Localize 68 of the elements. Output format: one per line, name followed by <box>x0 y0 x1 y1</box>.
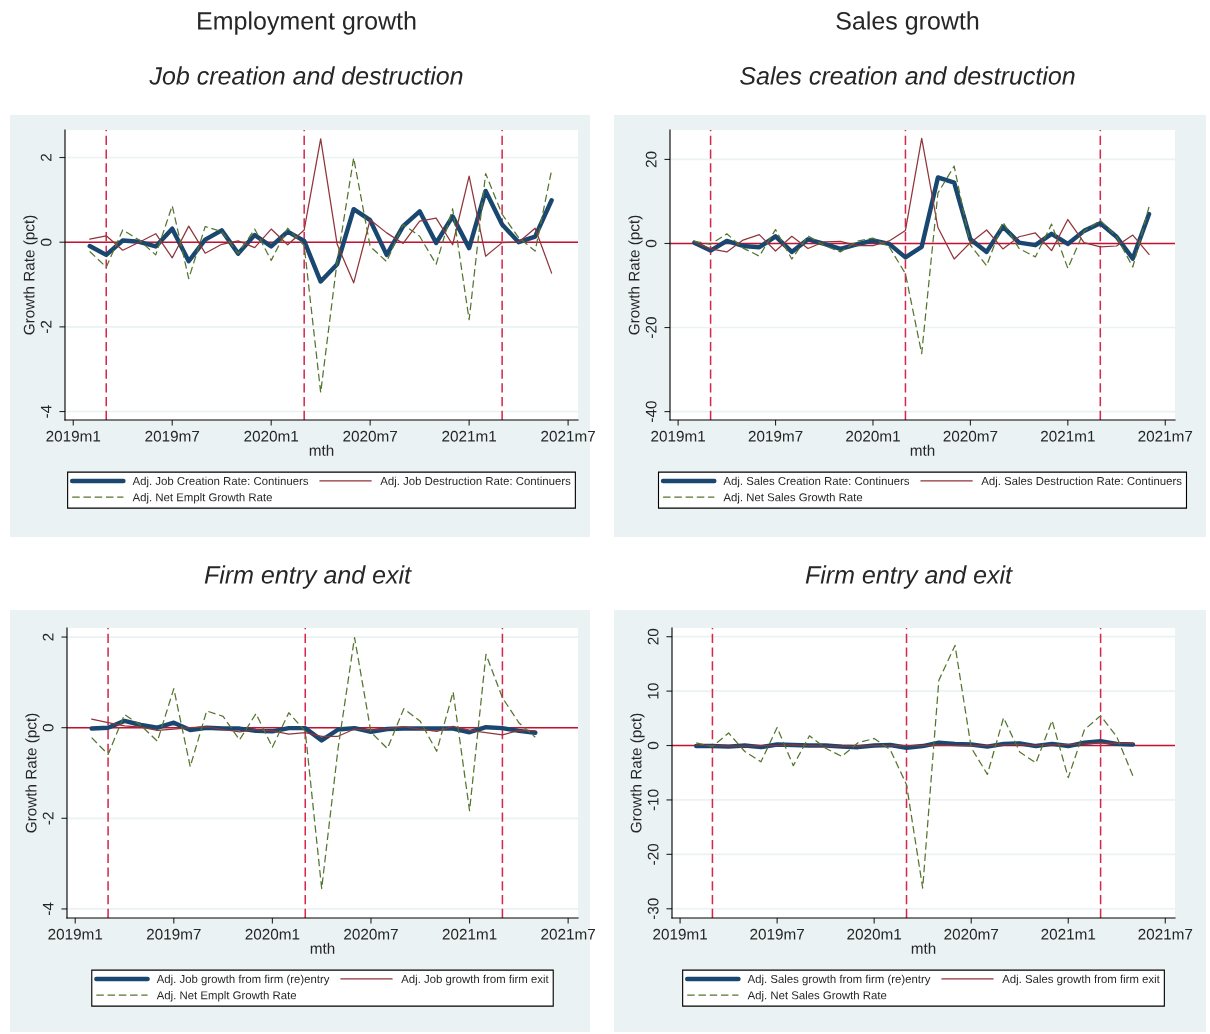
x-tick-label: 2020m1 <box>847 928 902 940</box>
y-tick-label: -2 <box>40 320 52 333</box>
x-tick-label: 2019m7 <box>750 928 804 940</box>
legend-label: Adj. Job growth from firm exit <box>401 974 549 986</box>
x-tick-label: 2019m1 <box>48 928 103 940</box>
y-tick-label: -4 <box>40 405 52 418</box>
x-tick-label: 2021m7 <box>541 928 595 940</box>
y-tick-label: 20 <box>647 628 659 645</box>
y-tick-label: -30 <box>647 898 659 920</box>
y-axis-title: Growth Rate (pct) <box>25 713 40 833</box>
y-tick-label: -4 <box>42 902 54 916</box>
x-tick-label: 2019m1 <box>651 430 705 442</box>
chart-title: Firm entry and exit <box>204 565 412 589</box>
legend-label: Adj. Job growth from firm (re)entry <box>156 974 330 986</box>
y-tick-label: -40 <box>645 401 657 422</box>
y-tick-label: 0 <box>42 724 54 732</box>
legend-label: Adj. Job Creation Rate: Continuers <box>132 476 309 488</box>
x-axis-title: mth <box>910 444 935 456</box>
y-axis-title: Growth Rate (pct) <box>628 215 643 335</box>
y-tick-label: 0 <box>40 238 52 246</box>
legend-label: Adj. Net Sales Growth Rate <box>747 990 887 1002</box>
legend-label: Adj. Job Destruction Rate: Continuers <box>380 476 571 488</box>
legend-label: Adj. Net Emplt Growth Rate <box>132 492 272 504</box>
legend-label: Adj. Sales Destruction Rate: Continuers <box>981 476 1182 488</box>
x-tick-label: 2020m7 <box>344 928 398 940</box>
x-tick-label: 2020m7 <box>944 928 999 940</box>
chart-title: Employment growth <box>198 11 416 35</box>
y-tick-label: -20 <box>647 843 659 865</box>
x-tick-label: 2021m7 <box>1138 928 1193 940</box>
legend-label: Adj. Sales Creation Rate: Continuers <box>723 476 910 488</box>
y-tick-label: 10 <box>647 683 659 699</box>
y-axis-title: Growth Rate (pct) <box>630 713 645 833</box>
legend-label: Adj. Net Sales Growth Rate <box>723 492 863 504</box>
x-tick-label: 2021m1 <box>442 430 496 442</box>
x-tick-label: 2019m1 <box>653 928 707 940</box>
x-tick-label: 2020m1 <box>244 430 299 442</box>
x-tick-label: 2020m1 <box>245 928 300 940</box>
x-tick-label: 2020m1 <box>846 430 900 442</box>
x-axis-title: mth <box>911 942 936 954</box>
x-tick-label: 2021m7 <box>1138 430 1193 442</box>
y-tick-label: 0 <box>645 239 657 248</box>
x-tick-label: 2019m7 <box>146 928 201 940</box>
y-tick-label: -20 <box>645 317 657 338</box>
y-tick-label: 2 <box>40 154 52 161</box>
x-axis-title: mth <box>309 444 334 456</box>
x-tick-label: 2019m7 <box>748 430 803 442</box>
chart-title: Sales growth <box>836 11 979 35</box>
y-tick-label: 20 <box>645 151 657 168</box>
x-tick-label: 2021m1 <box>1041 928 1096 940</box>
y-tick-label: -10 <box>647 789 659 811</box>
chart-subtitle: Sales creation and destruction <box>740 66 1075 85</box>
y-tick-label: -2 <box>42 812 54 825</box>
legend-label: Adj. Net Emplt Growth Rate <box>156 990 297 1002</box>
x-tick-label: 2019m7 <box>145 430 200 442</box>
x-tick-label: 2020m7 <box>343 430 397 442</box>
chart-title: Firm entry and exit <box>805 565 1013 589</box>
x-axis-title: mth <box>310 942 335 954</box>
legend-label: Adj. Sales growth from firm (re)entry <box>747 974 931 986</box>
x-tick-label: 2021m1 <box>442 928 497 940</box>
y-tick-label: 2 <box>42 633 54 641</box>
y-axis-title: Growth Rate (pct) <box>23 215 38 335</box>
x-tick-label: 2021m1 <box>1041 430 1095 442</box>
x-tick-label: 2019m1 <box>46 430 101 442</box>
chart-subtitle: Job creation and destruction <box>149 66 463 85</box>
legend-label: Adj. Sales growth from firm exit <box>1002 974 1160 986</box>
x-tick-label: 2020m7 <box>943 430 998 442</box>
x-tick-label: 2021m7 <box>541 430 595 442</box>
y-tick-label: 0 <box>647 741 659 750</box>
